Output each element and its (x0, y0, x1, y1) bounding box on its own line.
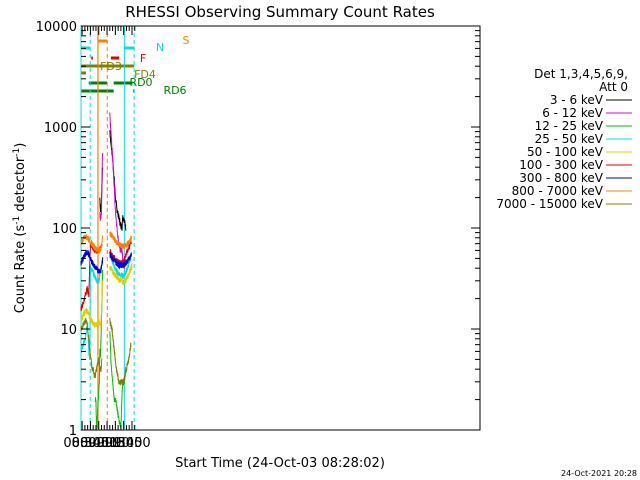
series-line (109, 262, 133, 285)
legend-label: 25 - 50 keV (535, 132, 604, 146)
x-tick-label: 09:45 (105, 436, 142, 451)
y-tick-label: 1000 (44, 121, 77, 136)
legend-header: Att 0 (599, 80, 628, 94)
series-line (109, 251, 132, 270)
y-axis-label-main: Count Rate (s (13, 225, 28, 314)
series-line (109, 331, 127, 429)
flag-label: N (156, 41, 164, 54)
x-tick-label: 08:30 (63, 436, 100, 451)
flag-label: S (183, 34, 190, 47)
legend-header: Det 1,3,4,5,6,9, (534, 67, 628, 81)
y-axis-label-sup2: -1 (12, 148, 22, 157)
series-line (109, 231, 132, 249)
data-series-group (80, 112, 133, 430)
chart-title: RHESSI Observing Summary Count Rates (125, 3, 435, 21)
legend-label: 6 - 12 keV (542, 106, 604, 120)
series-line (80, 318, 103, 379)
y-axis-label-sup1: -1 (12, 216, 22, 225)
series-line (80, 256, 104, 361)
legend-label: 7000 - 15000 keV (496, 197, 603, 211)
x-tick-label: 09:15 (88, 436, 125, 451)
y-tick-label: 100 (52, 222, 77, 237)
y-axis-label-mid: detector (13, 156, 28, 216)
flag-label: RD6 (163, 84, 186, 97)
legend-label: 12 - 25 keV (535, 119, 604, 133)
timestamp: 24-Oct-2021 20:28 (561, 469, 637, 478)
y-tick-label: 1 (69, 424, 77, 439)
x-tick-label: 10:00 (113, 436, 150, 451)
legend-label: 3 - 6 keV (550, 93, 604, 107)
legend-label: 100 - 300 keV (519, 158, 603, 172)
series-line (80, 280, 104, 328)
x-tick-label: 09:00 (80, 436, 117, 451)
x-tick-label: 09:30 (97, 436, 134, 451)
series-line (109, 317, 132, 386)
series-line (109, 112, 126, 270)
series-line (80, 249, 104, 274)
x-tick-label: 08:45 (72, 436, 109, 451)
status-flag-bars (81, 39, 135, 93)
y-tick-label: 10000 (36, 20, 77, 35)
flag-label: RD0 (129, 76, 152, 89)
flag-label: FD3 (100, 60, 122, 73)
y-axis-label-end: ) (13, 143, 28, 148)
series-line (99, 152, 104, 221)
legend-label: 800 - 7000 keV (512, 184, 604, 198)
flag-label: F (140, 52, 146, 65)
x-axis-label: Start Time (24-Oct-03 08:28:02) (175, 456, 385, 471)
legend-label: 300 - 800 keV (519, 171, 603, 185)
y-axis-label: Count Rate (s-1 detector-1) (12, 143, 28, 314)
legend-label: 50 - 100 keV (527, 145, 604, 159)
y-tick-label: 10 (60, 323, 77, 338)
series-line (109, 251, 132, 280)
flag-label: FD4 (134, 68, 156, 81)
